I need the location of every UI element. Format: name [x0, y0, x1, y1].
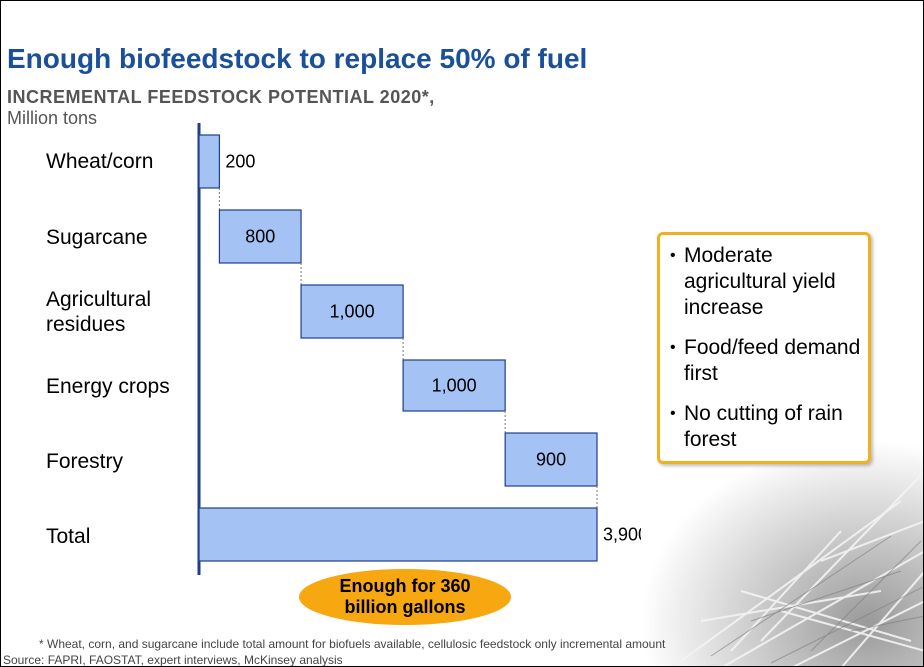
bar-energy-crops: [402, 359, 506, 412]
category-label: Forestry: [46, 450, 124, 473]
bar-agricultural-residues: [300, 284, 404, 339]
value-label: 200: [225, 152, 255, 172]
gallons-callout: Enough for 360 billion gallons: [299, 569, 511, 625]
value-label: 1,000: [330, 302, 375, 322]
bar-wheat-corn: [198, 134, 221, 189]
assumptions-box: • Moderate agricultural yield increase • F…: [657, 232, 871, 464]
chart-title: Enough biofeedstock to replace 50% of fu…: [7, 43, 588, 74]
straw-image: [641, 441, 923, 666]
value-label: 3,900: [603, 525, 648, 545]
category-label: Agricultural residues: [46, 288, 151, 336]
value-label: 800: [245, 227, 275, 247]
source-note: Source: FAPRI, FAOSTAT, expert interview…: [3, 653, 343, 667]
value-label: 900: [536, 450, 566, 470]
footnote: * Wheat, corn, and sugarcane include tot…: [39, 637, 666, 651]
category-label: Sugarcane: [46, 226, 148, 249]
note-item: • Food/feed demand first: [670, 336, 861, 385]
note-item: • No cutting of rain forest: [670, 402, 843, 451]
note-item: • Moderate agricultural yield increase: [670, 244, 836, 319]
category-label: Wheat/corn: [46, 150, 153, 173]
category-label: Total: [46, 525, 90, 548]
bar-sugarcane: [218, 209, 302, 264]
bar-total: [198, 507, 598, 562]
waterfall-chart: Wheat/corn 200 Sugarcane 800 Agricultural res…: [46, 123, 648, 575]
unit-label: Million tons: [7, 108, 98, 128]
category-label: Energy crops: [46, 375, 170, 398]
chart-subtitle: INCREMENTAL FEEDSTOCK POTENTIAL 2020*,: [7, 87, 435, 107]
bar-forestry: [504, 432, 598, 487]
value-label: 1,000: [432, 376, 477, 396]
